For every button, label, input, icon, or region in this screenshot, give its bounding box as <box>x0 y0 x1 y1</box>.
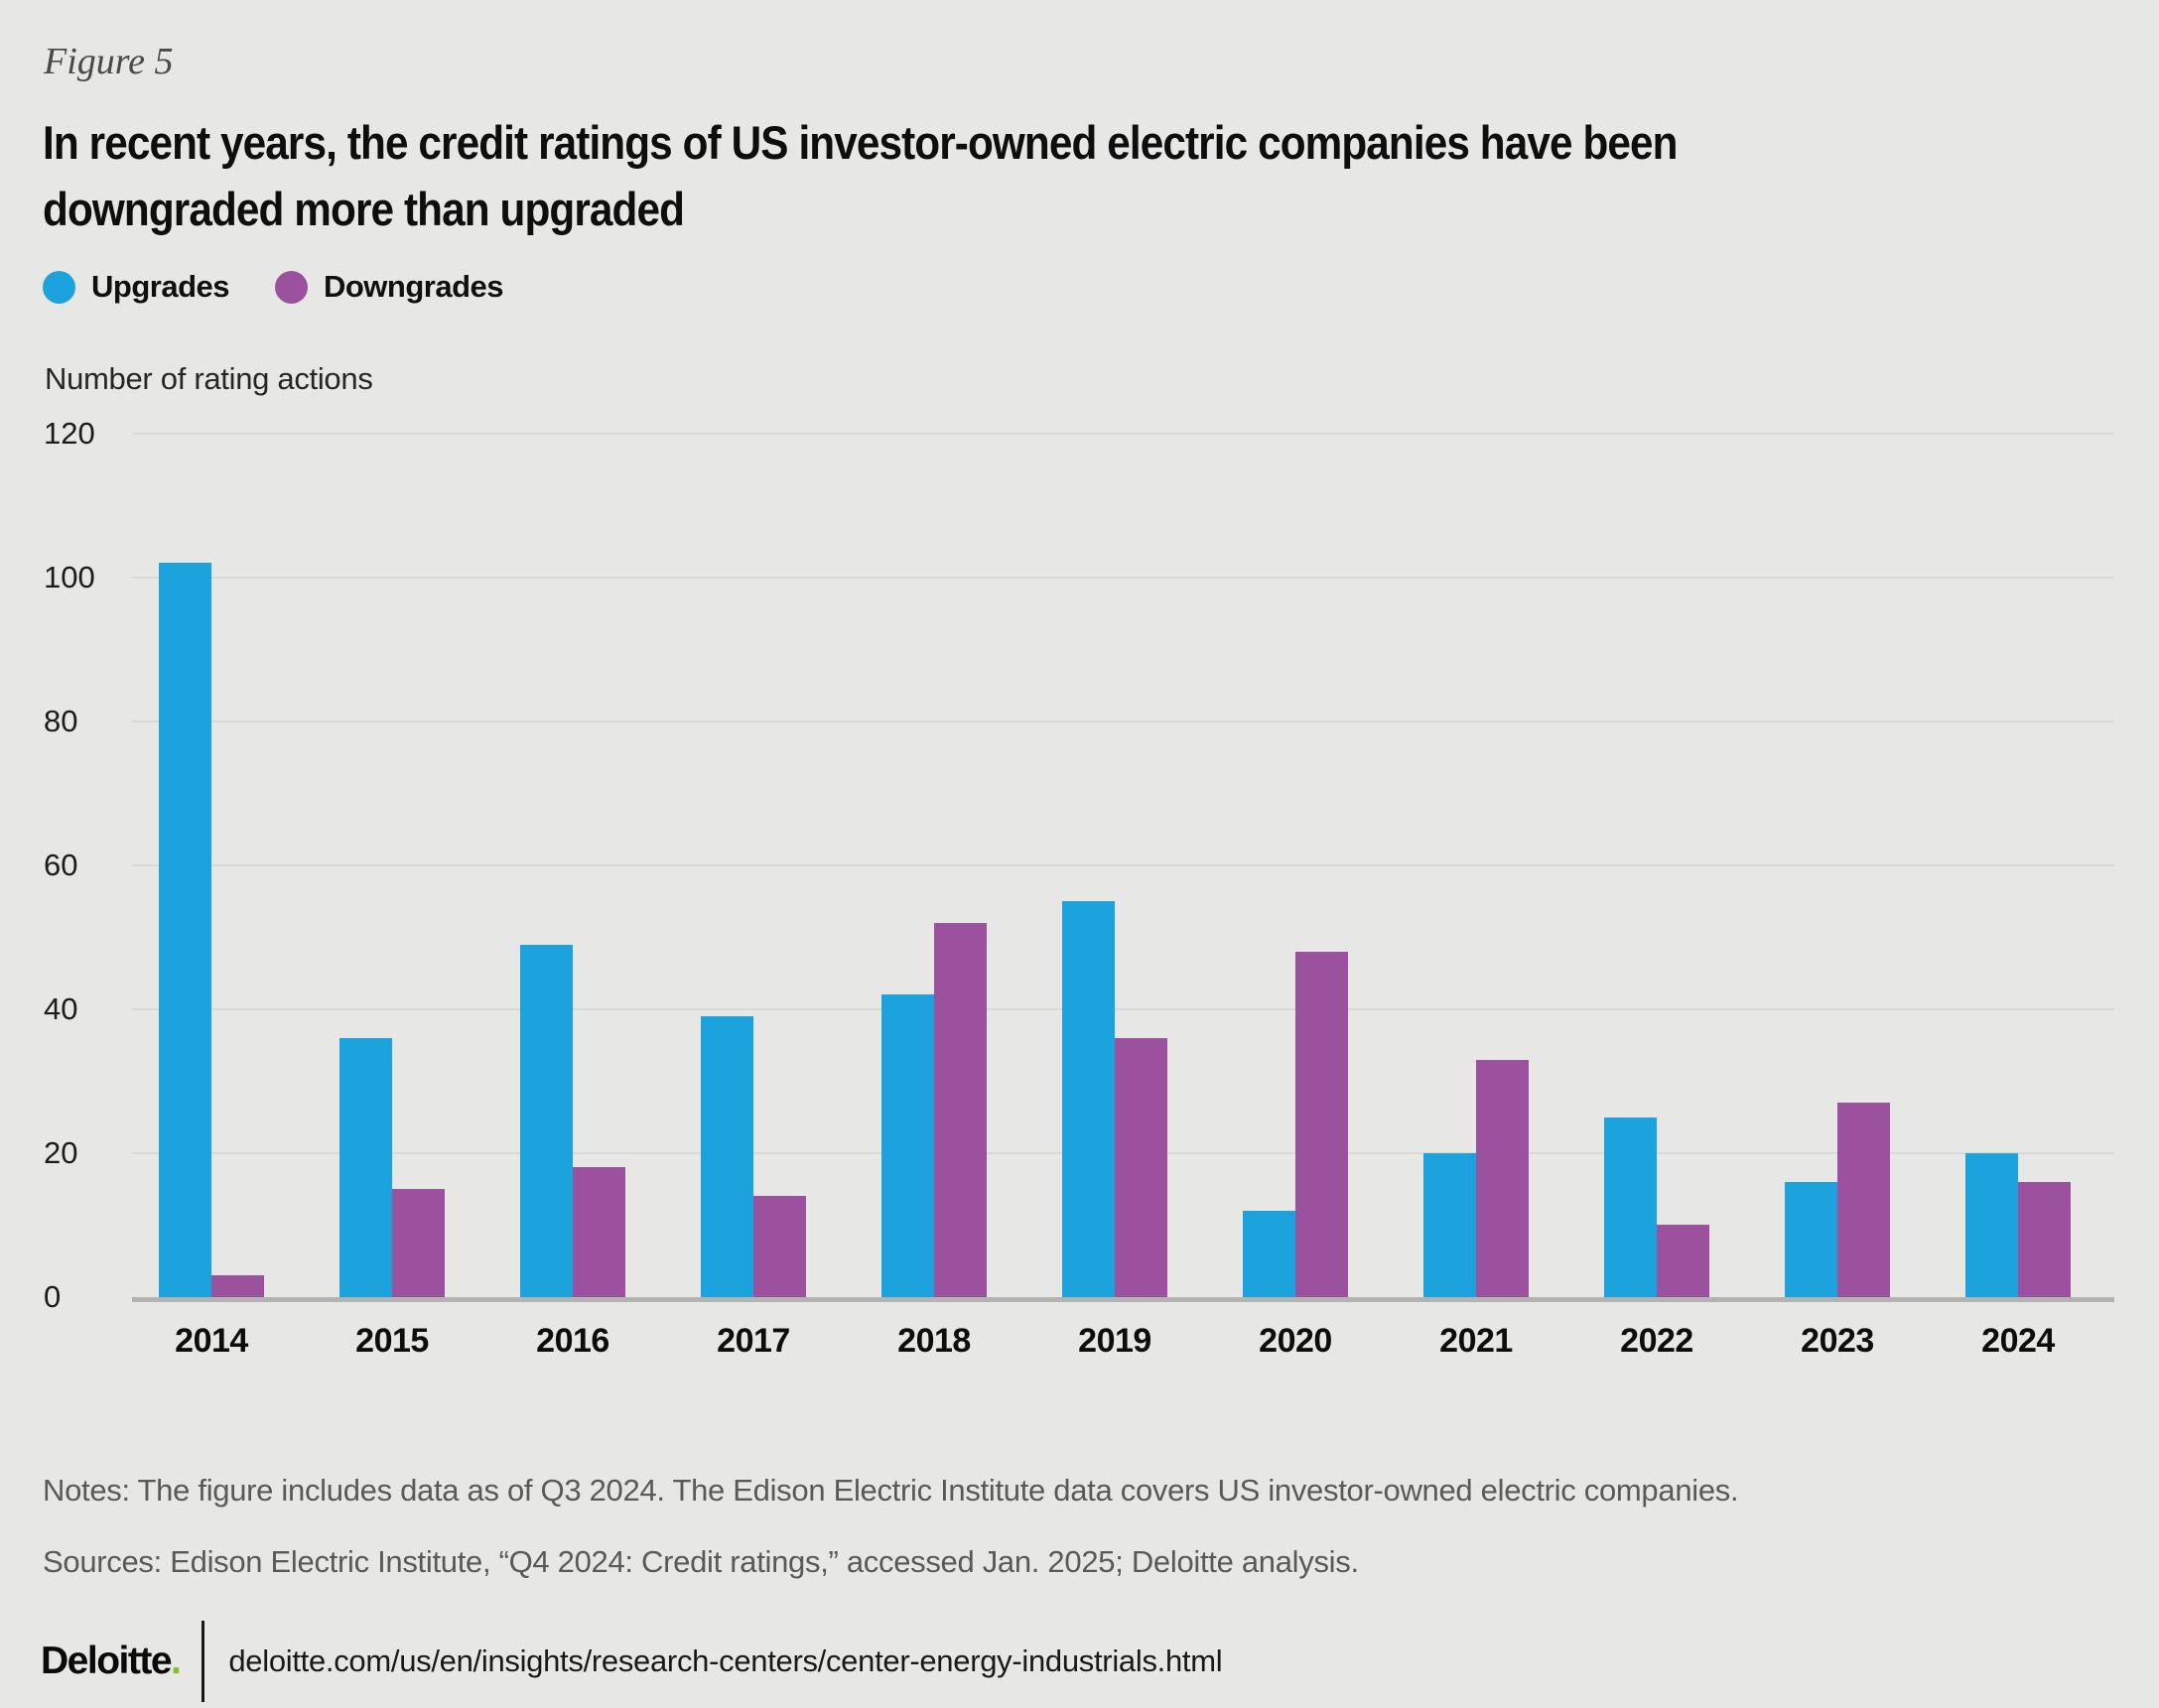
bar-downgrades-2018 <box>934 923 987 1297</box>
bar-downgrades-2019 <box>1115 1038 1167 1297</box>
figure-title-line-1: In recent years, the credit ratings of U… <box>43 116 1679 169</box>
x-axis-label-2014: 2014 <box>175 1322 248 1360</box>
bar-upgrades-2019 <box>1062 901 1115 1297</box>
x-axis-label-2015: 2015 <box>355 1322 429 1360</box>
legend-label-downgrades: Downgrades <box>323 269 504 304</box>
upgrades-swatch-icon <box>43 270 75 304</box>
deloitte-logo-dot: . <box>171 1640 182 1682</box>
x-axis-label-2021: 2021 <box>1439 1322 1513 1360</box>
y-tick-label-60: 60 <box>44 848 78 882</box>
y-tick-label-0: 0 <box>44 1279 62 1314</box>
figure-title-line-2: downgraded more than upgraded <box>43 183 685 235</box>
y-tick-label-100: 100 <box>44 560 95 594</box>
figure-title: In recent years, the credit ratings of U… <box>43 109 1679 242</box>
bar-upgrades-2018 <box>881 994 934 1297</box>
x-axis-label-2022: 2022 <box>1620 1322 1693 1360</box>
deloitte-logo: Deloitte. <box>41 1640 182 1683</box>
bar-upgrades-2022 <box>1604 1117 1657 1297</box>
bar-downgrades-2021 <box>1476 1060 1529 1297</box>
gridline-60 <box>132 864 2114 866</box>
bar-downgrades-2020 <box>1295 952 1348 1297</box>
gridline-120 <box>132 433 2114 435</box>
gridline-40 <box>132 1008 2114 1010</box>
bar-upgrades-2015 <box>339 1038 392 1297</box>
x-axis-line <box>132 1297 2114 1302</box>
bar-upgrades-2016 <box>520 945 573 1297</box>
bar-downgrades-2022 <box>1657 1225 1709 1297</box>
sources-text: Sources: Edison Electric Institute, “Q4 … <box>43 1544 1359 1579</box>
legend-label-upgrades: Upgrades <box>91 269 229 304</box>
bar-upgrades-2017 <box>701 1016 753 1297</box>
bar-downgrades-2016 <box>573 1167 625 1297</box>
x-axis-label-2017: 2017 <box>717 1322 790 1360</box>
legend-item-downgrades: Downgrades <box>274 269 504 305</box>
y-tick-label-120: 120 <box>44 416 95 451</box>
bar-downgrades-2023 <box>1837 1103 1890 1297</box>
x-axis-label-2024: 2024 <box>1981 1322 2055 1360</box>
bar-downgrades-2014 <box>211 1275 264 1297</box>
x-axis-label-2023: 2023 <box>1801 1322 1874 1360</box>
legend: Upgrades Downgrades <box>43 269 504 305</box>
deloitte-logo-text: Deloitte <box>41 1640 173 1682</box>
bar-upgrades-2014 <box>159 563 211 1297</box>
x-axis-label-2016: 2016 <box>536 1322 609 1360</box>
figure-number: Figure 5 <box>44 41 174 82</box>
y-tick-label-80: 80 <box>44 704 78 738</box>
gridline-100 <box>132 577 2114 579</box>
bar-upgrades-2020 <box>1243 1211 1295 1297</box>
bar-upgrades-2021 <box>1423 1153 1476 1297</box>
legend-item-upgrades: Upgrades <box>43 269 229 305</box>
bar-downgrades-2017 <box>753 1196 806 1297</box>
footer-url: deloitte.com/us/en/insights/research-cen… <box>228 1643 1223 1678</box>
notes-text: Notes: The figure includes data as of Q3… <box>43 1473 1739 1508</box>
y-tick-label-40: 40 <box>44 991 78 1026</box>
y-axis-title: Number of rating actions <box>45 361 373 396</box>
footer: Deloitte. deloitte.com/us/en/insights/re… <box>41 1620 1223 1703</box>
footer-divider <box>202 1621 205 1702</box>
downgrades-swatch-icon <box>274 270 308 304</box>
x-axis-label-2019: 2019 <box>1078 1322 1151 1360</box>
x-axis-label-2020: 2020 <box>1259 1322 1332 1360</box>
x-axis-label-2018: 2018 <box>897 1322 971 1360</box>
gridline-80 <box>132 721 2114 723</box>
bar-downgrades-2024 <box>2018 1182 2071 1297</box>
bar-upgrades-2023 <box>1785 1182 1837 1297</box>
bar-downgrades-2015 <box>392 1189 445 1297</box>
bar-upgrades-2024 <box>1965 1153 2018 1297</box>
y-tick-label-20: 20 <box>44 1135 78 1170</box>
